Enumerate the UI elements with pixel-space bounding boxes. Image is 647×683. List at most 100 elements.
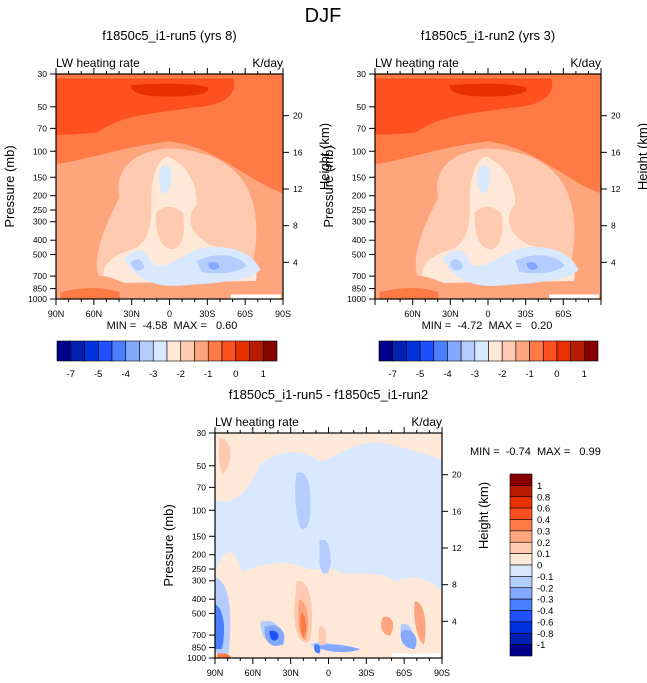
- y-tick-label: 100: [192, 505, 206, 515]
- y-tick-label: 50: [38, 102, 48, 112]
- contour-region: [526, 262, 538, 270]
- y-tick-label: 700: [352, 271, 366, 281]
- y-right-tick-label: 20: [611, 111, 621, 121]
- y-tick-label: 50: [357, 102, 367, 112]
- y-right-tick-label: 12: [611, 184, 621, 194]
- colorbar-label: 0: [233, 369, 238, 380]
- colorbar-swatch: [166, 340, 182, 362]
- colorbar-label: -1: [204, 369, 212, 380]
- y-right-tick-label: 12: [452, 543, 462, 553]
- y-tick-label: 100: [352, 146, 366, 156]
- colorbar-label: 0.4: [537, 515, 550, 526]
- contour-region: [317, 644, 361, 653]
- x-tick-label: 60N: [86, 309, 103, 319]
- x-tick-label: 30N: [282, 668, 299, 678]
- right-string: K/day: [411, 415, 442, 429]
- y-tick-label: 30: [38, 69, 48, 79]
- y-right-tick-label: 8: [293, 221, 298, 231]
- contour-region: [218, 437, 231, 474]
- y-right-tick-label: 16: [611, 147, 621, 157]
- colorbar-swatch: [509, 553, 533, 566]
- colorbar-label: 0.1: [537, 549, 550, 560]
- x-tick-label: 0: [326, 668, 331, 678]
- colorbar-label: -0.1: [537, 572, 553, 583]
- x-tick-label: 60S: [396, 668, 412, 678]
- colorbar-swatch: [509, 632, 533, 645]
- colorbar-swatch: [509, 564, 533, 577]
- colorbar-swatch: [392, 340, 407, 362]
- colorbar-label: 1: [582, 369, 587, 380]
- contour-region: [158, 165, 172, 194]
- y-tick-label: 500: [352, 250, 366, 260]
- colorbar-swatch: [509, 644, 533, 657]
- colorbar-swatch: [111, 340, 127, 362]
- y-right-tick-label: 8: [452, 580, 457, 590]
- colorbar-swatch: [584, 340, 599, 362]
- contour-region: [515, 255, 565, 274]
- contour-region: [414, 601, 426, 645]
- left-string: LW heating rate: [215, 415, 299, 429]
- y-tick-label: 200: [192, 550, 206, 560]
- colorbar-swatch: [378, 340, 393, 362]
- x-tick-label: 90N: [48, 309, 65, 319]
- contour-region: [230, 294, 281, 299]
- contour-region: [392, 653, 440, 658]
- y-tick-label: 30: [197, 428, 207, 438]
- colorbar-label: -4: [443, 369, 451, 380]
- contour-region: [60, 287, 120, 299]
- contour-region: [130, 259, 145, 271]
- colorbar-swatch: [97, 340, 113, 362]
- x-tick-label: 60S: [555, 309, 571, 319]
- colorbar-label: -5: [94, 369, 102, 380]
- contour-region: [477, 165, 491, 194]
- colorbar-swatch: [509, 587, 533, 600]
- colorbar-label: -2: [177, 369, 185, 380]
- colorbar-label: -2: [498, 369, 506, 380]
- x-tick-label: 90N: [207, 668, 224, 678]
- y-tick-label: 100: [33, 146, 47, 156]
- y-right-axis-label: Height (km): [476, 482, 491, 549]
- y-tick-label: 1000: [347, 294, 366, 304]
- colorbar-swatch: [515, 340, 530, 362]
- colorbar-swatch: [180, 340, 195, 362]
- contour-region: [549, 294, 599, 299]
- colorbar-label: -0.4: [537, 606, 553, 617]
- y-tick-label: 200: [33, 191, 47, 201]
- y-tick-label: 850: [192, 643, 206, 653]
- colorbar-swatch: [556, 340, 571, 362]
- x-tick-label: 60N: [245, 668, 262, 678]
- contour-region: [130, 83, 209, 97]
- panel-title: f1850c5_i1-run5 - f1850c5_i1-run2: [229, 387, 428, 402]
- y-tick-label: 700: [33, 271, 47, 281]
- x-tick-label: 30N: [123, 309, 140, 319]
- x-tick-label: 0: [167, 309, 172, 319]
- y-tick-label: 300: [192, 576, 206, 586]
- colorbar-label: -0.6: [537, 617, 553, 628]
- colorbar-swatch: [509, 473, 533, 486]
- contour-region: [217, 652, 231, 658]
- right-string: K/day: [252, 56, 283, 70]
- contour-region: [300, 613, 307, 638]
- colorbar-swatch: [447, 340, 462, 362]
- colorbar-label: 1: [537, 481, 542, 492]
- y-tick-label: 850: [352, 284, 366, 294]
- colorbar-swatch: [460, 340, 476, 362]
- y-right-tick-label: 20: [293, 111, 303, 121]
- colorbar-label: -0.8: [537, 629, 553, 640]
- colorbar-label: 0: [537, 561, 542, 572]
- colorbar: -7 -5 -4 -3 -2 -1 0 1: [56, 340, 278, 380]
- colorbar-label: -7: [388, 369, 396, 380]
- y-tick-label: 70: [357, 123, 367, 133]
- left-string: LW heating rate: [375, 56, 459, 70]
- colorbar-swatch: [84, 340, 99, 362]
- contour-region: [208, 262, 220, 270]
- colorbar-label: -1: [525, 369, 533, 380]
- y-tick-label: 400: [352, 235, 366, 245]
- contour-region: [318, 626, 327, 649]
- x-tick-label: 30S: [199, 309, 215, 319]
- y-right-tick-label: 4: [611, 257, 616, 267]
- colorbar-swatch: [509, 485, 533, 498]
- colorbar-swatch: [249, 340, 264, 362]
- left-string: LW heating rate: [56, 56, 140, 70]
- y-right-tick-label: 20: [452, 470, 462, 480]
